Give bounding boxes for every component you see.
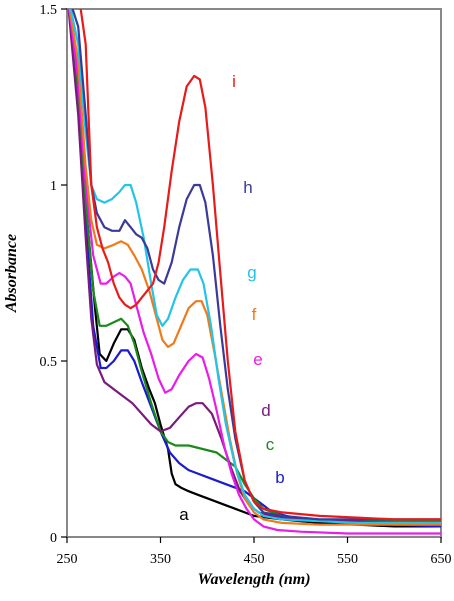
axis-layer: 250 350 450 550 650 0 0.5 1 1.5: [40, 3, 452, 567]
curve-label-c: c: [266, 435, 275, 454]
plot-frame: [66, 8, 442, 538]
series-layer: [67, 9, 441, 535]
y-tick-label: 0.5: [40, 355, 58, 370]
series-line-i: [79, 9, 441, 521]
x-axis-title: Wavelength (nm): [197, 571, 310, 588]
x-tick-label: 650: [431, 552, 452, 567]
series-line-e: [68, 9, 441, 535]
y-tick-label: 1.5: [40, 3, 58, 18]
curve-label-d: d: [261, 401, 270, 420]
series-line-d: [67, 9, 441, 524]
curve-label-f: f: [252, 305, 257, 324]
series-line-f: [68, 9, 441, 526]
curve-label-i: i: [232, 72, 236, 91]
series-line-b: [68, 9, 441, 528]
series-line-g: [69, 9, 441, 524]
x-tick-label: 250: [57, 552, 78, 567]
x-tick-label: 550: [337, 552, 358, 567]
curve-label-layer: a bcd e f g h i: [179, 72, 284, 524]
x-tick-label: 350: [150, 552, 171, 567]
curve-label-h: h: [243, 178, 252, 197]
curve-label-b: b: [275, 468, 284, 487]
series-line-h: [71, 9, 441, 521]
series-line-c: [67, 9, 441, 523]
curve-label-e: e: [253, 350, 262, 369]
curve-label-g: g: [247, 263, 256, 282]
y-tick-label: 1: [50, 179, 57, 194]
curve-label-a: a: [179, 505, 189, 524]
x-tick-label: 450: [244, 552, 265, 567]
y-axis-title: Absorbance: [3, 234, 20, 313]
y-tick-label: 0: [50, 531, 57, 546]
